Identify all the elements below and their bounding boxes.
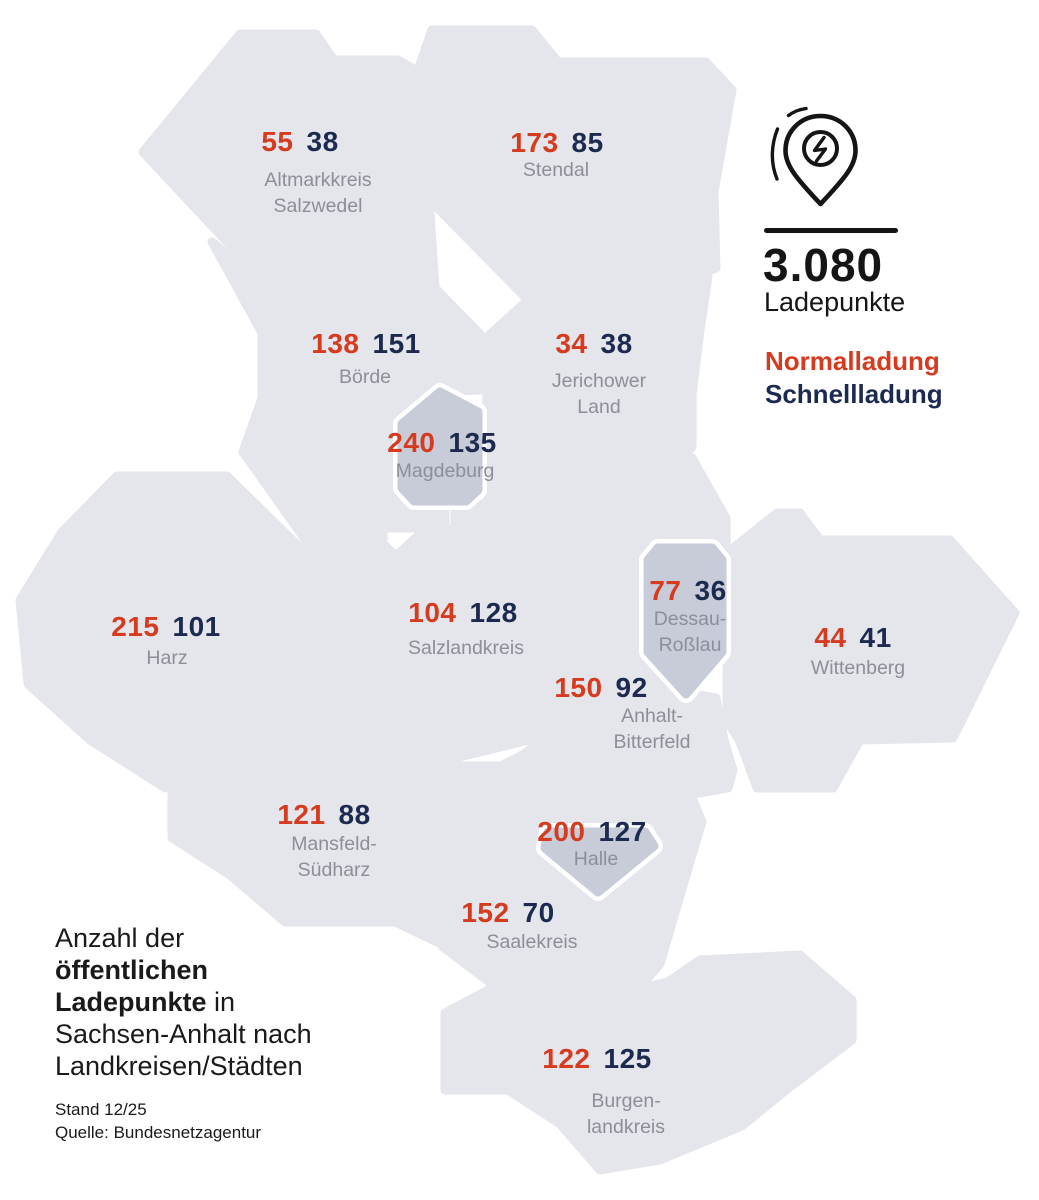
region-salzlandkreis-values: 104 128 [408,597,517,628]
region-wittenberg-normal-value: 44 [814,622,846,653]
region-burgenlandkreis-values: 122 125 [542,1043,651,1074]
region-anhalt-bitterfeld-normal-value: 150 [554,672,602,703]
region-saalekreis-values: 152 70 [461,897,554,928]
region-saalekreis-label: Saalekreis [486,931,577,953]
pin-accent-arc-left [770,127,780,181]
region-jerichower-land-shape [481,207,713,601]
region-magdeburg-normal-value: 240 [387,427,435,458]
region-burgenlandkreis-fast-value: 125 [604,1043,652,1074]
stand-label: Stand 12/25 [55,1100,147,1119]
region-boerde-fast-value: 151 [373,328,421,359]
region-stendal-fast-value: 85 [572,127,604,158]
region-altmarkkreis-salzwedel-label: Salzwedel [274,195,363,217]
title-line-3: Ladepunkte in [55,987,236,1017]
region-dessau-rosslau-shape [643,543,727,699]
region-jerichower-land-label: Jerichower [552,370,647,392]
legend-divider [764,228,898,233]
title-line-5: Landkreisen/Städten [55,1051,303,1081]
region-altmarkkreis-salzwedel-normal-value: 55 [261,126,293,157]
region-saalekreis-normal-value: 152 [461,897,509,928]
region-dessau-rosslau-label: Dessau- [654,608,727,630]
region-anhalt-bitterfeld-values: 150 92 [554,672,647,703]
pin-circle [802,130,839,167]
region-dessau-rosslau-fast-value: 36 [695,575,727,606]
region-harz-label: Harz [146,647,187,669]
region-wittenberg-fast-value: 41 [860,622,892,653]
source-label: Quelle: Bundesnetzagentur [55,1123,262,1142]
region-stendal-normal-value: 173 [510,127,558,158]
region-saalekreis-fast-value: 70 [523,897,555,928]
title-line-2: öffentlichen [55,955,208,985]
region-altmarkkreis-salzwedel-fast-value: 38 [307,126,339,157]
region-jerichower-land-fast-value: 38 [601,328,633,359]
region-altmarkkreis-salzwedel-label: Altmarkkreis [264,169,372,191]
region-halle-label: Halle [574,848,618,870]
region-halle-values: 200 127 [537,816,646,847]
region-halle-fast-value: 127 [599,816,647,847]
region-mansfeld-suedharz-fast-value: 88 [339,799,371,830]
region-jerichower-land-label: Land [577,396,620,418]
chart-title: Anzahl der öffentlichen Ladepunkte in Sa… [55,922,312,1144]
region-burgenlandkreis-label: landkreis [587,1116,665,1138]
region-salzlandkreis-normal-value: 104 [408,597,456,628]
title-line-1: Anzahl der [55,923,185,953]
region-magdeburg-shape [397,387,483,506]
region-anhalt-bitterfeld-fast-value: 92 [616,672,648,703]
region-dessau-rosslau-values: 77 36 [649,575,726,606]
region-anhalt-bitterfeld-label: Anhalt- [621,705,683,727]
region-magdeburg-values: 240 135 [387,427,496,458]
lightning-bolt-icon [812,135,828,163]
region-jerichower-land-normal-value: 34 [555,328,587,359]
region-dessau-rosslau-label: Roßlau [659,634,722,656]
region-dessau-rosslau-normal-value: 77 [649,575,681,606]
region-altmarkkreis-salzwedel-values: 55 38 [261,126,338,157]
source-block: Stand 12/25 Quelle: Bundesnetzagentur [55,1098,312,1144]
legend-total: 3.080 [763,239,884,291]
region-salzlandkreis-label: Salzlandkreis [408,637,524,659]
region-burgenlandkreis-normal-value: 122 [542,1043,590,1074]
charging-location-pin-icon [770,106,858,207]
region-halle-shape [540,827,659,897]
region-halle-normal-value: 200 [537,816,585,847]
region-harz-values: 215 101 [111,611,220,642]
region-wittenberg-shape [722,508,1020,793]
legend-schnellladung-label: Schnellladung [765,379,943,409]
region-mansfeld-suedharz-label: Mansfeld- [291,833,377,855]
pin-outline [783,113,858,207]
region-stendal-shape [409,25,737,301]
region-burgenlandkreis-label: Burgen- [591,1090,660,1112]
region-burgenlandkreis-shape [440,950,857,1175]
region-wittenberg-values: 44 41 [814,622,891,653]
legend-total-label: Ladepunkte [764,287,906,317]
region-anhalt-bitterfeld-label: Bitterfeld [614,731,691,753]
region-jerichower-land-values: 34 38 [555,328,632,359]
region-harz-normal-value: 215 [111,611,159,642]
region-stendal-values: 173 85 [510,127,603,158]
region-boerde-values: 138 151 [311,328,420,359]
region-mansfeld-suedharz-normal-value: 121 [277,799,325,830]
legend-normalladung-label: Normalladung [765,346,940,376]
region-magdeburg-label: Magdeburg [396,460,495,482]
title-line-4: Sachsen-Anhalt nach [55,1019,312,1049]
region-boerde-normal-value: 138 [311,328,359,359]
region-altmarkkreis-salzwedel-shape [138,29,440,293]
pin-accent-arc-top [786,106,808,118]
region-magdeburg-fast-value: 135 [449,427,497,458]
region-mansfeld-suedharz-values: 121 88 [277,799,370,830]
region-harz-fast-value: 101 [173,611,221,642]
region-stendal-label: Stendal [523,159,589,181]
region-salzlandkreis-fast-value: 128 [470,597,518,628]
region-wittenberg-label: Wittenberg [811,657,905,679]
region-boerde-label: Börde [339,366,391,388]
region-mansfeld-suedharz-label: Südharz [298,859,371,881]
